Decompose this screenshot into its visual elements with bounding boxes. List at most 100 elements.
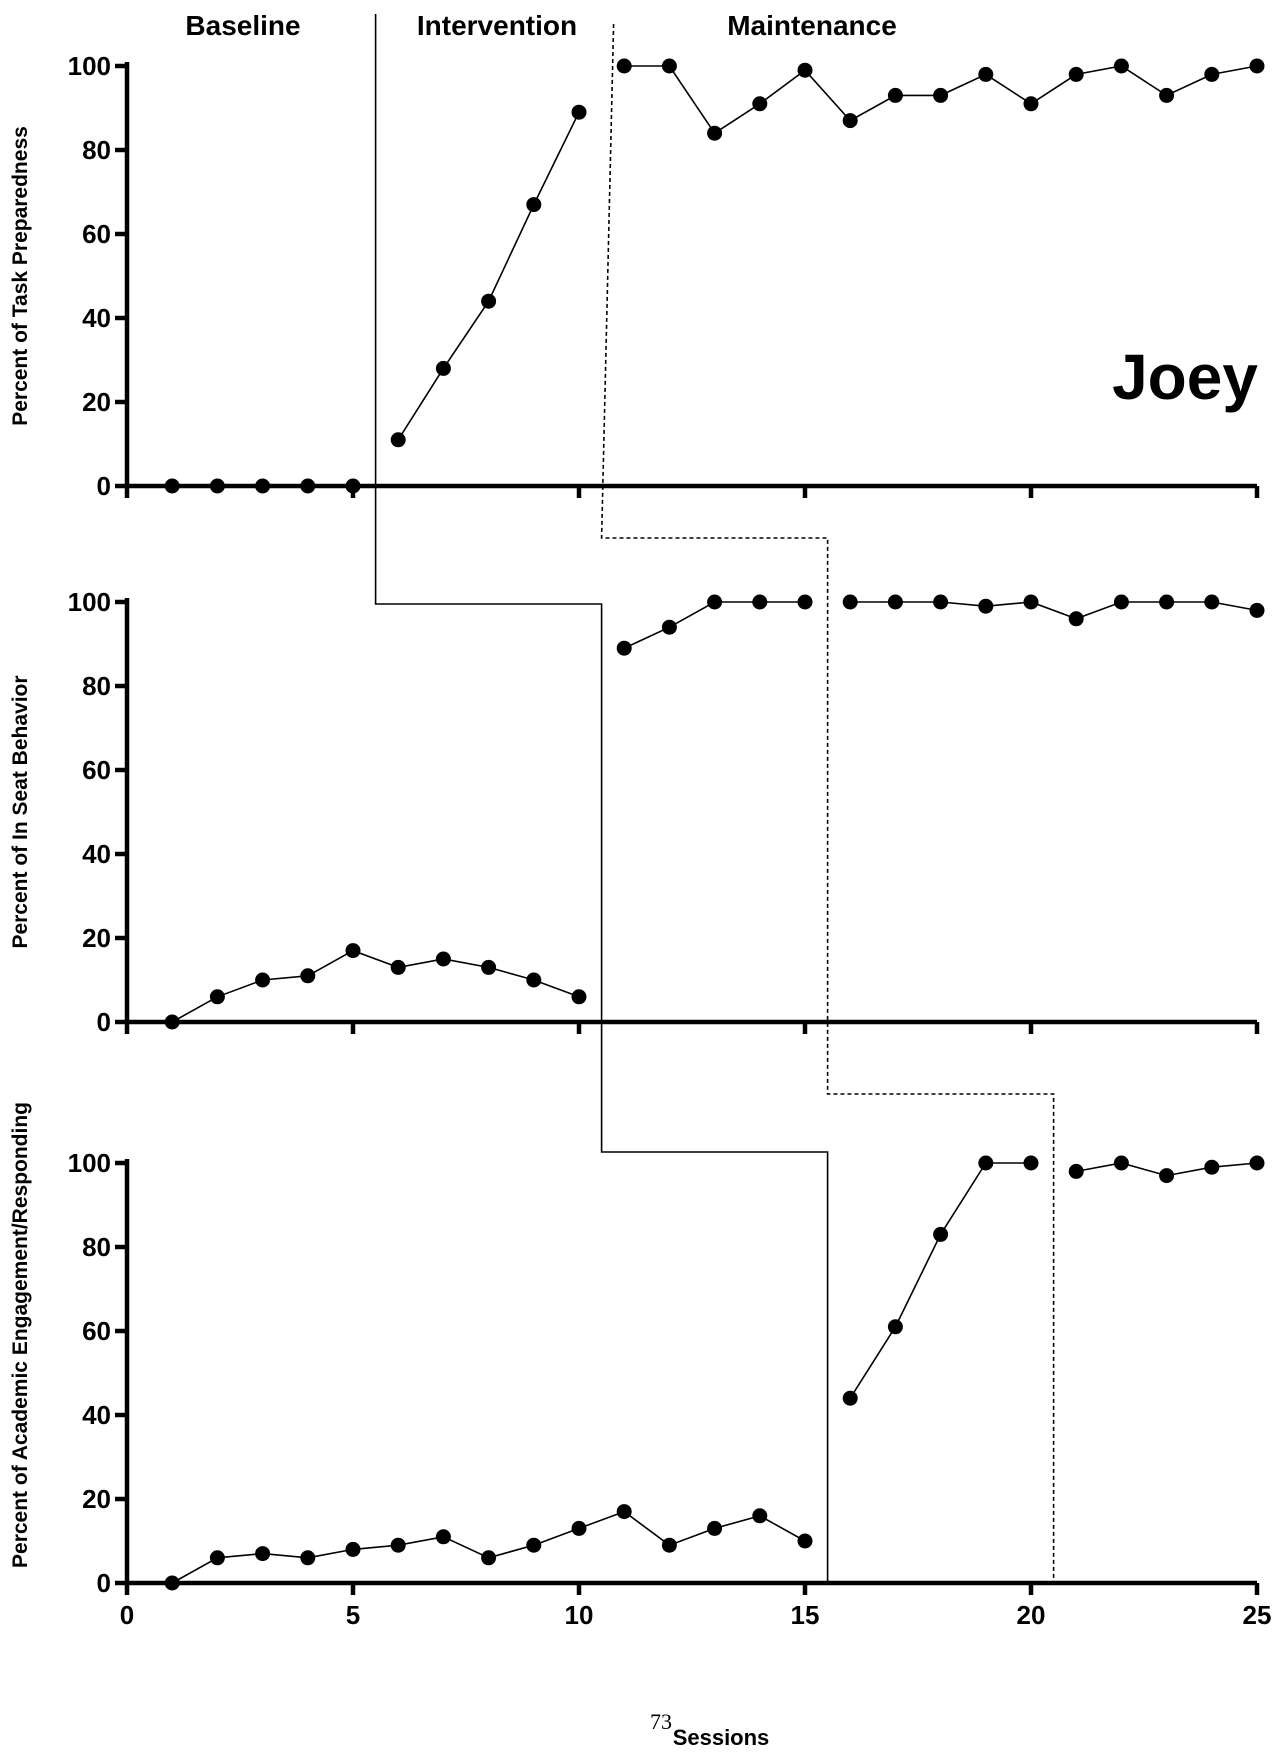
data-point-intervention bbox=[1023, 1155, 1039, 1171]
panel-1: 0 20 40 60 80 100 Percent of Task Preparedness bbox=[9, 51, 1265, 501]
data-point-maintenance bbox=[752, 96, 768, 112]
data-point-baseline bbox=[209, 989, 225, 1005]
data-point-baseline bbox=[164, 1575, 180, 1591]
data-point-baseline bbox=[300, 1550, 316, 1566]
y-tick-label: 60 bbox=[82, 755, 111, 785]
data-point-maintenance bbox=[842, 594, 858, 610]
data-point-maintenance bbox=[1159, 1168, 1175, 1184]
data-point-maintenance bbox=[1204, 594, 1220, 610]
data-point-baseline bbox=[571, 1520, 587, 1536]
page-number: 73 bbox=[650, 1709, 672, 1734]
phase-label-intervention: Intervention bbox=[417, 10, 577, 41]
data-point-baseline bbox=[435, 1529, 451, 1545]
data-point-baseline bbox=[435, 951, 451, 967]
data-point-maintenance bbox=[1249, 58, 1265, 74]
phase-line-intervention-maintenance bbox=[600, 23, 1055, 1583]
data-point-baseline bbox=[255, 972, 271, 988]
data-point-baseline bbox=[616, 1504, 632, 1520]
y-tick-label: 100 bbox=[68, 587, 111, 617]
series-line-baseline bbox=[171, 949, 580, 1023]
y-tick-label: 60 bbox=[82, 219, 111, 249]
data-point-maintenance bbox=[1068, 1163, 1084, 1179]
y-tick-label: 0 bbox=[97, 471, 111, 501]
data-point-maintenance bbox=[1204, 1159, 1220, 1175]
phase-change-lines bbox=[374, 14, 1055, 1583]
y-axis-title: Percent of Academic Engagement/Respondin… bbox=[9, 1102, 32, 1568]
y-axis-title: Percent of Task Preparedness bbox=[9, 126, 32, 426]
data-point-intervention bbox=[435, 360, 451, 376]
data-point-baseline bbox=[164, 478, 180, 494]
data-point-maintenance bbox=[1068, 611, 1084, 627]
data-point-intervention bbox=[616, 640, 632, 656]
data-point-baseline bbox=[481, 959, 497, 975]
data-point-maintenance bbox=[1204, 66, 1220, 82]
y-tick-label: 0 bbox=[97, 1568, 111, 1598]
data-point-maintenance bbox=[707, 125, 723, 141]
data-point-maintenance bbox=[1113, 58, 1129, 74]
data-point-maintenance bbox=[661, 58, 677, 74]
data-point-baseline bbox=[390, 1537, 406, 1553]
participant-name: Joey bbox=[1112, 341, 1258, 413]
data-point-intervention bbox=[390, 432, 406, 448]
data-point-maintenance bbox=[1249, 602, 1265, 618]
data-point-intervention bbox=[797, 594, 813, 610]
y-tick-label: 0 bbox=[97, 1007, 111, 1037]
data-point-baseline bbox=[526, 972, 542, 988]
y-tick-label: 80 bbox=[82, 671, 111, 701]
data-point-maintenance bbox=[1159, 87, 1175, 103]
data-point-maintenance bbox=[1023, 96, 1039, 112]
data-point-baseline bbox=[300, 478, 316, 494]
data-point-maintenance bbox=[842, 113, 858, 129]
data-point-baseline bbox=[797, 1533, 813, 1549]
data-point-baseline bbox=[209, 478, 225, 494]
data-point-intervention bbox=[707, 594, 723, 610]
data-point-maintenance bbox=[1159, 594, 1175, 610]
data-point-baseline bbox=[571, 989, 587, 1005]
series-line-intervention bbox=[397, 111, 580, 441]
data-point-maintenance bbox=[797, 62, 813, 78]
data-point-intervention bbox=[481, 293, 497, 309]
data-point-intervention bbox=[933, 1226, 949, 1242]
series-line-baseline bbox=[171, 1510, 806, 1584]
data-point-baseline bbox=[481, 1550, 497, 1566]
y-tick-label: 20 bbox=[82, 923, 111, 953]
data-point-intervention bbox=[752, 594, 768, 610]
x-tick-label: 20 bbox=[1017, 1600, 1046, 1630]
panel-3: 0 20 40 60 80 100 0 5 10 15 20 25 Percent of Academi… bbox=[9, 1102, 1271, 1630]
series-line-maintenance bbox=[850, 601, 1258, 620]
data-point-baseline bbox=[164, 1014, 180, 1030]
data-point-intervention bbox=[887, 1319, 903, 1335]
data-point-intervention bbox=[526, 197, 542, 213]
y-tick-label: 40 bbox=[82, 1400, 111, 1430]
data-point-baseline bbox=[390, 959, 406, 975]
data-point-maintenance bbox=[887, 87, 903, 103]
x-tick-label: 15 bbox=[791, 1600, 820, 1630]
data-point-maintenance bbox=[1023, 594, 1039, 610]
data-point-baseline bbox=[707, 1520, 723, 1536]
y-tick-label: 100 bbox=[68, 1148, 111, 1178]
data-point-maintenance bbox=[933, 87, 949, 103]
y-axis-title: Percent of In Seat Behavior bbox=[9, 675, 32, 948]
y-tick-label: 60 bbox=[82, 1316, 111, 1346]
data-point-baseline bbox=[255, 1546, 271, 1562]
data-point-baseline bbox=[209, 1550, 225, 1566]
x-tick-label: 25 bbox=[1243, 1600, 1272, 1630]
data-point-maintenance bbox=[1113, 1155, 1129, 1171]
data-point-intervention bbox=[571, 104, 587, 120]
y-tick-label: 20 bbox=[82, 1484, 111, 1514]
data-point-intervention bbox=[842, 1390, 858, 1406]
phase-line-baseline-intervention bbox=[374, 14, 829, 1583]
x-axis-title: Sessions bbox=[673, 1725, 770, 1750]
x-tick-label: 10 bbox=[565, 1600, 594, 1630]
data-point-baseline bbox=[345, 478, 361, 494]
data-point-baseline bbox=[661, 1537, 677, 1553]
data-point-baseline bbox=[300, 968, 316, 984]
data-point-maintenance bbox=[933, 594, 949, 610]
y-tick-label: 40 bbox=[82, 303, 111, 333]
data-point-baseline bbox=[345, 1541, 361, 1557]
data-point-baseline bbox=[345, 943, 361, 959]
x-tick-label: 0 bbox=[120, 1600, 134, 1630]
phase-labels: Baseline Intervention Maintenance bbox=[185, 10, 896, 41]
phase-label-baseline: Baseline bbox=[185, 10, 300, 41]
